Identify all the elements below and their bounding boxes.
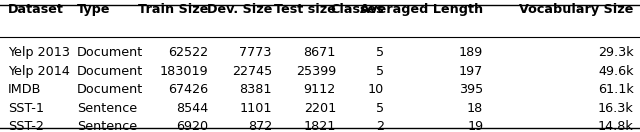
Text: Sentence: Sentence <box>77 102 137 115</box>
Text: 16.3k: 16.3k <box>598 102 634 115</box>
Text: Classes: Classes <box>330 3 384 16</box>
Text: Type: Type <box>77 3 110 16</box>
Text: 5: 5 <box>376 102 384 115</box>
Text: 19: 19 <box>467 120 483 132</box>
Text: 61.1k: 61.1k <box>598 83 634 96</box>
Text: 8671: 8671 <box>303 46 336 59</box>
Text: Vocabulary Size: Vocabulary Size <box>519 3 634 16</box>
Text: 197: 197 <box>459 65 483 78</box>
Text: 872: 872 <box>248 120 272 132</box>
Text: Dev. Size: Dev. Size <box>207 3 272 16</box>
Text: 189: 189 <box>459 46 483 59</box>
Text: 7773: 7773 <box>239 46 272 59</box>
Text: 395: 395 <box>459 83 483 96</box>
Text: Yelp 2014: Yelp 2014 <box>8 65 70 78</box>
Text: 5: 5 <box>376 46 384 59</box>
Text: 2: 2 <box>376 120 384 132</box>
Text: 1101: 1101 <box>239 102 272 115</box>
Text: SST-1: SST-1 <box>8 102 44 115</box>
Text: Dataset: Dataset <box>8 3 63 16</box>
Text: 2201: 2201 <box>304 102 336 115</box>
Text: 67426: 67426 <box>168 83 208 96</box>
Text: 25399: 25399 <box>296 65 336 78</box>
Text: 8381: 8381 <box>239 83 272 96</box>
Text: 18: 18 <box>467 102 483 115</box>
Text: Averaged Length: Averaged Length <box>360 3 483 16</box>
Text: Yelp 2013: Yelp 2013 <box>8 46 70 59</box>
Text: 183019: 183019 <box>159 65 208 78</box>
Text: 1821: 1821 <box>303 120 336 132</box>
Text: 62522: 62522 <box>168 46 208 59</box>
Text: Train Size: Train Size <box>138 3 208 16</box>
Text: Test size: Test size <box>274 3 336 16</box>
Text: SST-2: SST-2 <box>8 120 44 132</box>
Text: IMDB: IMDB <box>8 83 41 96</box>
Text: 22745: 22745 <box>232 65 272 78</box>
Text: 29.3k: 29.3k <box>598 46 634 59</box>
Text: 5: 5 <box>376 65 384 78</box>
Text: 10: 10 <box>368 83 384 96</box>
Text: Document: Document <box>77 65 143 78</box>
Text: 6920: 6920 <box>176 120 208 132</box>
Text: Document: Document <box>77 83 143 96</box>
Text: Sentence: Sentence <box>77 120 137 132</box>
Text: 49.6k: 49.6k <box>598 65 634 78</box>
Text: Document: Document <box>77 46 143 59</box>
Text: 8544: 8544 <box>176 102 208 115</box>
Text: 14.8k: 14.8k <box>598 120 634 132</box>
Text: 9112: 9112 <box>304 83 336 96</box>
